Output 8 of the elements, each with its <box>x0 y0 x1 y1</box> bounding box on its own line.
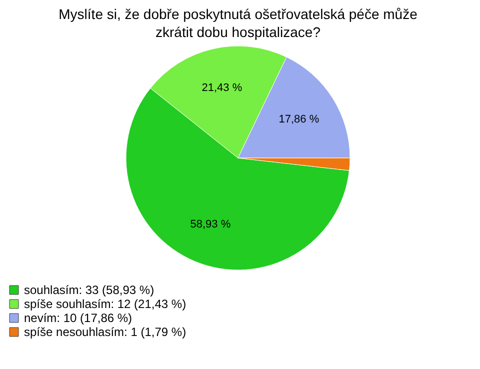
data-label: 21,43 % <box>202 82 242 94</box>
chart-title: Myslíte si, že dobře poskytnutá ošetřovatelská péče může zkrátit dobu hospitalizace? <box>58 6 418 40</box>
legend-label: nevím: 10 (17,86 %) <box>24 311 132 325</box>
legend-label: spíše souhlasím: 12 (21,43 %) <box>24 297 186 311</box>
legend-label: spíše nesouhlasím: 1 (1,79 %) <box>24 325 186 339</box>
data-label: 17,86 % <box>278 114 320 126</box>
data-label: 58,93 % <box>190 218 231 231</box>
legend-label: souhlasím: 33 (58,93 %) <box>24 283 154 297</box>
